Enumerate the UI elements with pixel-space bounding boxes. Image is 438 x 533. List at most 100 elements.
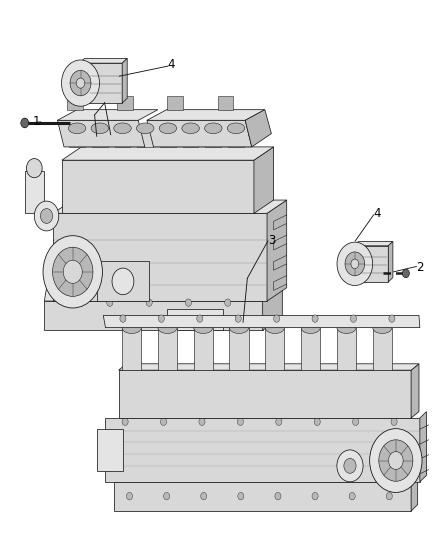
- Polygon shape: [119, 370, 411, 418]
- Polygon shape: [69, 128, 85, 147]
- Polygon shape: [80, 59, 127, 63]
- Polygon shape: [274, 235, 287, 250]
- Polygon shape: [274, 215, 287, 230]
- Polygon shape: [301, 328, 320, 370]
- Circle shape: [225, 299, 231, 306]
- Polygon shape: [114, 482, 411, 511]
- Polygon shape: [119, 364, 419, 370]
- Polygon shape: [44, 301, 263, 330]
- Text: 4: 4: [373, 207, 381, 220]
- Circle shape: [349, 492, 355, 500]
- Circle shape: [337, 450, 363, 482]
- Circle shape: [237, 418, 244, 425]
- Circle shape: [112, 268, 134, 295]
- Circle shape: [107, 299, 113, 306]
- Polygon shape: [411, 364, 419, 418]
- Polygon shape: [160, 128, 176, 147]
- Polygon shape: [274, 255, 287, 270]
- Ellipse shape: [122, 322, 141, 334]
- Circle shape: [146, 299, 152, 306]
- Polygon shape: [97, 261, 149, 301]
- Polygon shape: [147, 110, 265, 120]
- Circle shape: [276, 418, 282, 425]
- Polygon shape: [274, 276, 287, 290]
- Ellipse shape: [182, 123, 199, 134]
- Polygon shape: [25, 171, 44, 213]
- Circle shape: [235, 315, 241, 322]
- Circle shape: [26, 159, 42, 177]
- Circle shape: [53, 247, 93, 296]
- Circle shape: [274, 315, 280, 322]
- Circle shape: [314, 418, 320, 425]
- Bar: [167, 96, 183, 110]
- Polygon shape: [106, 418, 420, 482]
- Ellipse shape: [137, 128, 154, 147]
- Text: 4: 4: [167, 58, 175, 71]
- Polygon shape: [254, 147, 274, 213]
- Polygon shape: [138, 128, 153, 147]
- Bar: [117, 96, 133, 110]
- Circle shape: [199, 418, 205, 425]
- Polygon shape: [411, 475, 418, 511]
- Circle shape: [350, 315, 357, 322]
- Polygon shape: [62, 160, 254, 213]
- Circle shape: [163, 492, 170, 500]
- Polygon shape: [166, 309, 223, 330]
- Circle shape: [160, 418, 166, 425]
- Polygon shape: [57, 120, 145, 147]
- Bar: [67, 96, 83, 110]
- Ellipse shape: [159, 123, 177, 134]
- Ellipse shape: [114, 123, 131, 134]
- Ellipse shape: [158, 322, 177, 334]
- Circle shape: [21, 118, 28, 128]
- Polygon shape: [183, 128, 198, 147]
- Circle shape: [351, 259, 359, 269]
- Ellipse shape: [182, 128, 199, 147]
- Circle shape: [389, 315, 395, 322]
- Polygon shape: [122, 59, 127, 103]
- Circle shape: [201, 492, 207, 500]
- Circle shape: [370, 429, 422, 492]
- Bar: [354, 246, 389, 282]
- Ellipse shape: [227, 123, 245, 134]
- Polygon shape: [228, 128, 244, 147]
- Polygon shape: [103, 316, 420, 328]
- Polygon shape: [245, 110, 272, 147]
- Circle shape: [120, 315, 126, 322]
- Polygon shape: [230, 328, 249, 370]
- Ellipse shape: [227, 128, 245, 147]
- Ellipse shape: [373, 322, 392, 334]
- Polygon shape: [122, 328, 141, 370]
- Circle shape: [185, 299, 191, 306]
- Circle shape: [122, 418, 128, 425]
- Polygon shape: [62, 147, 274, 160]
- Circle shape: [379, 440, 413, 481]
- Polygon shape: [373, 328, 392, 370]
- Circle shape: [389, 451, 403, 470]
- Ellipse shape: [194, 322, 213, 334]
- Polygon shape: [92, 128, 108, 147]
- Polygon shape: [389, 241, 393, 282]
- Ellipse shape: [205, 128, 222, 147]
- Circle shape: [63, 260, 82, 284]
- Polygon shape: [337, 328, 356, 370]
- Polygon shape: [263, 288, 283, 330]
- Bar: [218, 96, 233, 110]
- Ellipse shape: [205, 123, 222, 134]
- Circle shape: [43, 236, 102, 308]
- Polygon shape: [115, 128, 131, 147]
- Ellipse shape: [68, 128, 86, 147]
- Polygon shape: [194, 328, 213, 370]
- Bar: [80, 63, 122, 103]
- Circle shape: [386, 492, 392, 500]
- Circle shape: [353, 418, 359, 425]
- Circle shape: [127, 492, 133, 500]
- Polygon shape: [420, 411, 426, 482]
- Circle shape: [403, 269, 410, 278]
- Circle shape: [312, 315, 318, 322]
- Circle shape: [337, 242, 373, 286]
- Ellipse shape: [114, 128, 131, 147]
- Polygon shape: [53, 213, 267, 301]
- Polygon shape: [53, 200, 287, 213]
- Ellipse shape: [137, 123, 154, 134]
